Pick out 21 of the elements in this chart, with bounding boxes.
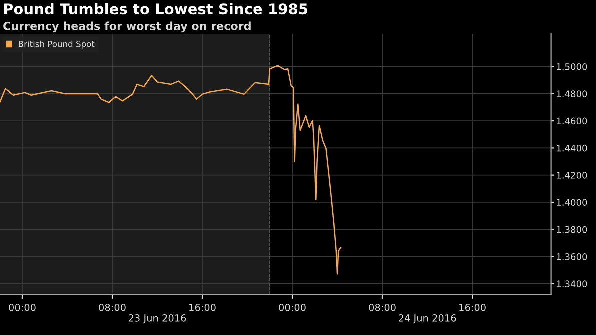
y-tick-label: 1.4000 (557, 199, 588, 206)
x-tick-label: 00:00 (9, 304, 36, 312)
y-tick-label: 1.4200 (557, 172, 588, 179)
chart-title: Pound Tumbles to Lowest Since 1985 (4, 3, 308, 15)
x-tick-label: 00:00 (279, 304, 306, 312)
text: 23 Jun 2016 (128, 314, 186, 324)
y-tick-label: 1.4600 (557, 118, 588, 125)
chart-subtitle: Currency heads for worst day on record (4, 22, 251, 33)
y-tick-label: 1.3800 (557, 226, 588, 234)
x-tick-label: 16:00 (190, 304, 216, 312)
line-series (0, 65, 342, 275)
y-tick-label: 1.4800 (557, 90, 588, 98)
y-tick-label: 1.5000 (557, 63, 588, 70)
legend-label: British Pound Spot (19, 40, 95, 49)
x-tick-label: 16:00 (460, 304, 486, 312)
y-tick-label: 1.4400 (557, 144, 588, 152)
x-tick-label: 08:00 (99, 304, 126, 312)
x-tick-label: 08:00 (369, 304, 396, 312)
y-tick-label: 1.3600 (557, 254, 588, 260)
text: 24 Jun 2016 (399, 314, 456, 324)
y-tick-label: 1.3400 (557, 280, 588, 288)
